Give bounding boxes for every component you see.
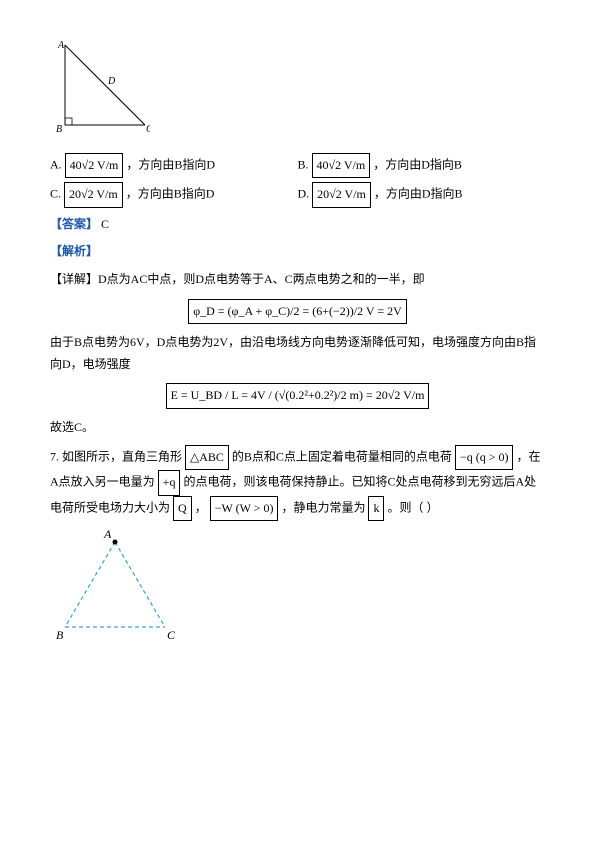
analysis-line-1: 【详解】D点为AC中点，则D点电势等于A、C两点电势之和的一半，即 — [50, 269, 545, 291]
option-a-value: 40√2 V/m — [65, 153, 124, 179]
option-c-prefix: C. — [50, 187, 64, 201]
option-c-value: 20√2 V/m — [64, 182, 123, 208]
option-d: D. 20√2 V/m ，方向由D指向B — [298, 182, 546, 208]
option-d-suffix: ，方向由D指向B — [374, 187, 463, 201]
q7-number: 7. — [50, 449, 59, 463]
vertex-d: D — [107, 76, 116, 87]
q7-box-triangle: △ABC — [185, 445, 229, 471]
option-a-suffix: ，方向由B指向D — [126, 157, 215, 171]
option-c-suffix: ，方向由B指向D — [126, 187, 215, 201]
right-triangle-diagram: A B C D — [50, 40, 545, 143]
q7-box-minusq: −q (q > 0) — [455, 445, 514, 471]
option-d-prefix: D. — [298, 187, 313, 201]
eq-vertex-c: C — [167, 628, 176, 642]
answer-block: 【答案】 C — [50, 214, 545, 236]
option-b-suffix: ，方向由D指向B — [373, 157, 462, 171]
eq-vertex-a: A — [103, 527, 112, 541]
option-b: B. 40√2 V/m ，方向由D指向B — [298, 153, 546, 179]
q7-text-5: ，静电力常量为 — [281, 500, 365, 514]
analysis-label-block: 【解析】 — [50, 241, 545, 263]
option-b-value: 40√2 V/m — [312, 153, 371, 179]
q7-text-6: 。则（ ） — [387, 500, 438, 514]
analysis-label: 【解析】 — [50, 244, 98, 258]
vertex-c: C — [146, 124, 150, 135]
option-a: A. 40√2 V/m ，方向由B指向D — [50, 153, 298, 179]
formula-1: φ_D = (φ_A + φ_C)/2 = (6+(−2))/2 V = 2V — [188, 299, 407, 325]
q7-box-plusq: +q — [158, 470, 181, 496]
option-d-value: 20√2 V/m — [312, 182, 371, 208]
answer-label: 【答案】 — [50, 217, 98, 231]
option-c: C. 20√2 V/m ，方向由B指向D — [50, 182, 298, 208]
options-row-1: A. 40√2 V/m ，方向由B指向D B. 40√2 V/m ，方向由D指向… — [50, 153, 545, 179]
q7-box-minusw: −W (W > 0) — [210, 496, 279, 522]
q7-text-4b: ， — [195, 500, 207, 514]
option-a-prefix: A. — [50, 157, 65, 171]
eq-vertex-b: B — [56, 628, 64, 642]
right-triangle-svg: A B C D — [50, 40, 150, 135]
answer-value: C — [101, 217, 109, 231]
equilateral-triangle-svg: A B C — [50, 527, 180, 647]
analysis-line-2: 由于B点电势为6V，D点电势为2V，由沿电场线方向电势逐渐降低可知，电场强度方向… — [50, 332, 545, 375]
vertex-a: A — [57, 40, 65, 51]
formula-2: E = U_BD / L = 4V / (√(0.2²+0.2²)/2 m) =… — [166, 383, 430, 409]
formula-1-container: φ_D = (φ_A + φ_C)/2 = (6+(−2))/2 V = 2V — [50, 299, 545, 325]
q7-text-1: 如图所示，直角三角形 — [62, 449, 182, 463]
q7-box-Q: Q — [173, 496, 192, 522]
equilateral-triangle-diagram: A B C — [50, 527, 545, 655]
options-row-2: C. 20√2 V/m ，方向由B指向D D. 20√2 V/m ，方向由D指向… — [50, 182, 545, 208]
vertex-b: B — [56, 124, 62, 135]
q7-text-2: 的B点和C点上固定着电荷量相同的点电荷 — [232, 449, 452, 463]
question-7: 7. 如图所示，直角三角形 △ABC 的B点和C点上固定着电荷量相同的点电荷 −… — [50, 445, 545, 522]
analysis-line-3: 故选C。 — [50, 417, 545, 439]
option-b-prefix: B. — [298, 157, 312, 171]
q7-box-k: k — [368, 496, 384, 522]
formula-2-container: E = U_BD / L = 4V / (√(0.2²+0.2²)/2 m) =… — [50, 383, 545, 409]
